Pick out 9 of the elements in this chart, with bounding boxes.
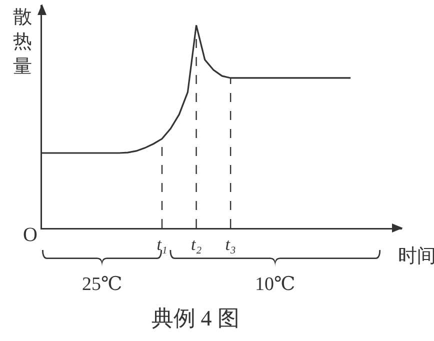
text: 25℃: [82, 274, 122, 295]
x-tick-label: t₃: [225, 234, 236, 254]
text: 10℃: [255, 274, 296, 295]
x-tick-label: t₁: [156, 234, 168, 254]
text: 典例 4 图: [151, 306, 240, 331]
x-axis-title: 时间: [398, 246, 434, 267]
y-axis-title: 散热量: [13, 7, 32, 78]
text: O: [23, 224, 38, 246]
x-tick-label: t₂: [190, 234, 202, 254]
